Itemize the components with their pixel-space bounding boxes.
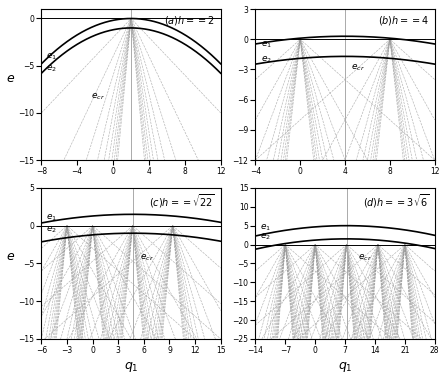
Text: $e_{cr}$: $e_{cr}$ [358,253,372,263]
Text: $(a)h = = 2$: $(a)h = = 2$ [164,14,215,27]
Text: $e_1$: $e_1$ [46,51,57,62]
Y-axis label: $e$: $e$ [5,250,15,263]
Text: $e_1$: $e_1$ [261,39,272,50]
X-axis label: $q_1$: $q_1$ [338,361,352,374]
Text: $(b)h = = 4$: $(b)h = = 4$ [378,14,429,27]
Text: $e_1$: $e_1$ [260,222,271,233]
X-axis label: $q_1$: $q_1$ [124,361,138,374]
Text: $e_2$: $e_2$ [46,63,57,74]
Text: $e_{cr}$: $e_{cr}$ [351,62,364,73]
Text: $e_1$: $e_1$ [46,213,57,223]
Text: $e_{cr}$: $e_{cr}$ [91,92,105,102]
Text: $e_2$: $e_2$ [260,232,271,242]
Y-axis label: $e$: $e$ [5,71,15,85]
Text: $e_2$: $e_2$ [46,225,57,235]
Text: $e_{cr}$: $e_{cr}$ [140,253,154,263]
Text: $e_2$: $e_2$ [261,54,272,65]
Text: $(c)h = = \sqrt{22}$: $(c)h = = \sqrt{22}$ [150,192,215,210]
Text: $(d)h = = 3\sqrt{6}$: $(d)h = = 3\sqrt{6}$ [363,192,429,210]
